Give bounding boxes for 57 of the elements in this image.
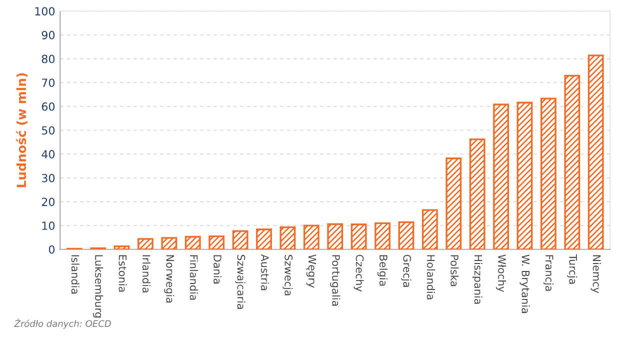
x-tick-label: Polska bbox=[450, 255, 459, 286]
y-axis-title: Ludność (w mln) bbox=[16, 73, 28, 188]
x-tick-label: Dania bbox=[214, 255, 222, 284]
bar bbox=[493, 104, 509, 250]
x-tick-label: Francja bbox=[543, 255, 554, 291]
x-tick-label: Czechy bbox=[354, 254, 364, 292]
bar bbox=[446, 158, 462, 250]
bar bbox=[303, 224, 320, 250]
x-tick-label: Norwegia bbox=[164, 255, 174, 303]
bar bbox=[232, 230, 248, 250]
y-tick-label: 50 bbox=[42, 126, 55, 135]
y-tick-label: 10 bbox=[42, 222, 55, 230]
x-tick-label: Austria bbox=[260, 254, 270, 290]
x-tick-label: Luksemburg bbox=[93, 255, 104, 318]
text: Źródło danych: OECD bbox=[14, 318, 111, 329]
x-tick-label: Estonia bbox=[118, 255, 127, 292]
x-tick-label: Islandia bbox=[71, 255, 80, 294]
bar bbox=[184, 236, 201, 250]
bar bbox=[161, 237, 178, 250]
x-tick-label: Grecja bbox=[401, 254, 412, 287]
bar bbox=[588, 54, 604, 250]
bar bbox=[422, 209, 438, 250]
y-tick-label: 20 bbox=[42, 198, 55, 206]
y-tick-label: 60 bbox=[42, 102, 55, 111]
bar bbox=[138, 238, 154, 250]
y-tick-label: 40 bbox=[42, 150, 55, 158]
x-tick-label: Belgia bbox=[377, 255, 388, 286]
x-tick-label: Finlandia bbox=[190, 255, 198, 300]
bar bbox=[564, 74, 580, 250]
x-tick-label: Holandia bbox=[426, 255, 435, 300]
bar bbox=[516, 102, 533, 250]
y-tick-label: 90 bbox=[42, 30, 55, 40]
bar bbox=[256, 228, 272, 250]
y-tick-label: 100 bbox=[35, 7, 55, 16]
bar bbox=[327, 223, 344, 250]
bar bbox=[350, 224, 367, 250]
bar bbox=[540, 98, 556, 250]
x-tick-label: Niemcy bbox=[590, 255, 601, 294]
x-tick-label: Portugalia bbox=[330, 255, 340, 306]
bar bbox=[280, 226, 296, 250]
y-tick-label: 0 bbox=[48, 245, 55, 254]
y-tick-label: 70 bbox=[42, 78, 55, 87]
x-tick-label: Irlandia bbox=[142, 255, 151, 292]
bar bbox=[208, 235, 225, 250]
x-tick-label: Turcja bbox=[567, 254, 578, 284]
x-tick-label: Hiszpania bbox=[472, 255, 482, 304]
x-tick-label: Węgry bbox=[306, 254, 316, 288]
y-tick-label: 30 bbox=[42, 174, 55, 182]
bar bbox=[114, 245, 130, 250]
y-tick-label: 80 bbox=[42, 54, 55, 64]
x-tick-label: Włochy bbox=[496, 254, 506, 292]
x-tick-label: Szwajcaria bbox=[235, 254, 246, 309]
x-tick-label: W. Brytania bbox=[520, 254, 530, 313]
bar bbox=[469, 138, 486, 250]
bar bbox=[398, 221, 414, 250]
bar bbox=[374, 222, 390, 250]
x-tick-label: Szwecja bbox=[282, 254, 293, 296]
